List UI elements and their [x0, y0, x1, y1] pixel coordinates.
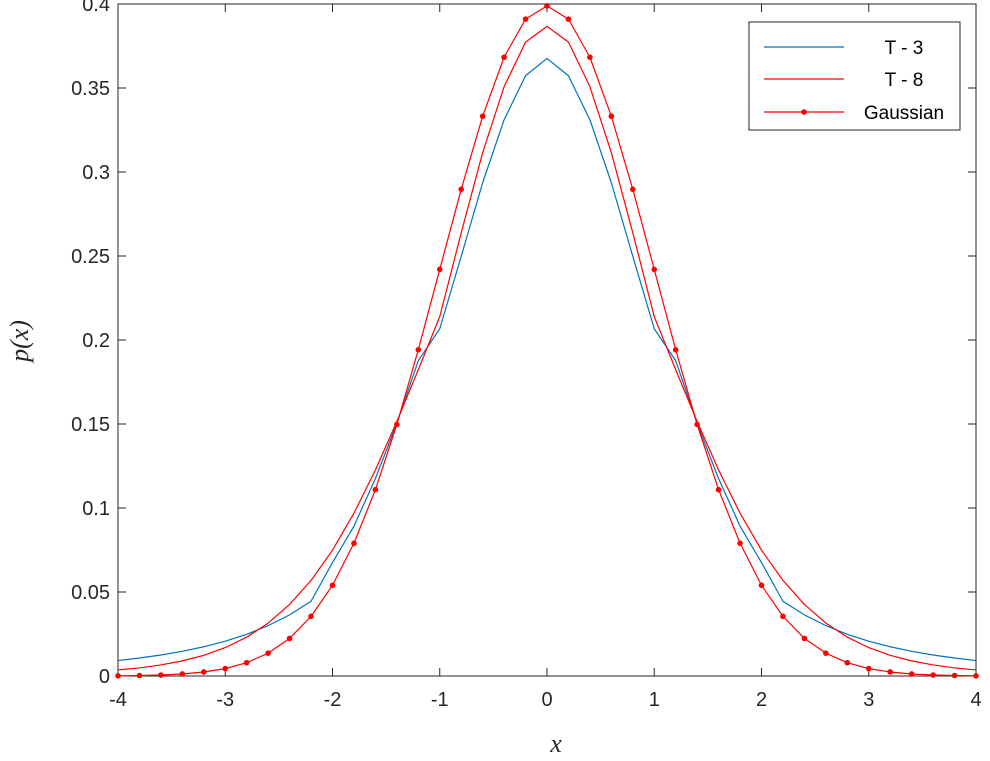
- legend: T - 3 T - 8 Gaussian: [748, 21, 961, 131]
- x-tick-label: 0: [541, 689, 552, 711]
- data-point: [801, 635, 808, 642]
- series-lines: [115, 3, 979, 679]
- x-tick-label: -3: [216, 689, 234, 711]
- x-tick-label: 2: [756, 689, 767, 711]
- legend-label: Gaussian: [864, 103, 944, 124]
- y-tick-label: 0: [99, 666, 110, 688]
- data-point: [930, 672, 936, 678]
- data-point: [587, 54, 593, 61]
- data-point: [565, 16, 572, 22]
- legend-label: T - 3: [885, 38, 924, 59]
- data-point: [136, 672, 143, 679]
- data-point: [222, 665, 229, 672]
- data-point: [672, 346, 679, 353]
- data-point: [651, 266, 658, 273]
- y-tick-label: 0.25: [71, 246, 110, 268]
- data-point: [329, 582, 336, 589]
- data-point: [823, 650, 829, 656]
- x-tick-label: 3: [863, 689, 874, 711]
- data-point: [608, 113, 615, 120]
- data-point: [522, 16, 529, 22]
- y-tick-label: 0.3: [82, 162, 110, 184]
- y-tick-label: 0.05: [71, 582, 110, 604]
- series-line-2: [117, 25, 977, 671]
- data-point: [458, 186, 465, 193]
- x-tick-label: -2: [324, 689, 342, 711]
- data-point: [179, 671, 186, 677]
- data-point: [758, 582, 765, 589]
- data-point: [415, 346, 422, 353]
- data-point: [286, 635, 293, 642]
- x-tick-labels: -4 -3 -2 -1 0 1 2 3 4: [109, 689, 981, 711]
- data-point: [308, 613, 314, 620]
- x-tick-label: 4: [970, 689, 981, 711]
- x-tick-label: -1: [431, 689, 449, 711]
- legend-label: T - 8: [885, 70, 924, 91]
- data-point: [780, 613, 786, 620]
- data-point: [201, 669, 207, 675]
- data-point: [544, 3, 550, 9]
- data-point: [501, 54, 507, 61]
- data-point: [844, 659, 851, 666]
- data-point: [887, 669, 893, 675]
- data-point: [243, 659, 250, 666]
- data-point: [630, 186, 636, 193]
- data-point: [436, 266, 443, 273]
- legend-marker: [801, 109, 807, 115]
- data-point: [158, 672, 164, 678]
- y-tick-label: 0.35: [71, 78, 110, 100]
- data-point: [908, 671, 915, 677]
- x-axis-label: x: [549, 729, 562, 758]
- data-point: [865, 665, 872, 672]
- data-point: [973, 673, 979, 679]
- x-tick-label: 1: [649, 689, 660, 711]
- data-point: [351, 540, 357, 547]
- y-axis-label: p(x): [5, 320, 34, 364]
- y-tick-label: 0.15: [71, 414, 110, 436]
- data-point: [715, 486, 722, 493]
- data-point: [951, 672, 958, 679]
- y-tick-label: 0.1: [82, 498, 110, 520]
- x-tick-label: -4: [109, 689, 127, 711]
- data-point: [479, 113, 486, 120]
- data-point: [265, 650, 271, 656]
- y-tick-labels: 0 0.05 0.1 0.15 0.2 0.25 0.3 0.35 0.4: [71, 0, 110, 688]
- data-point: [694, 421, 700, 428]
- y-tick-label: 0.4: [82, 0, 110, 16]
- data-point: [737, 540, 743, 547]
- y-tick-label: 0.2: [82, 330, 110, 352]
- series-line-1: [117, 57, 977, 662]
- data-point: [394, 421, 400, 428]
- data-point: [372, 486, 379, 493]
- data-point: [115, 673, 121, 679]
